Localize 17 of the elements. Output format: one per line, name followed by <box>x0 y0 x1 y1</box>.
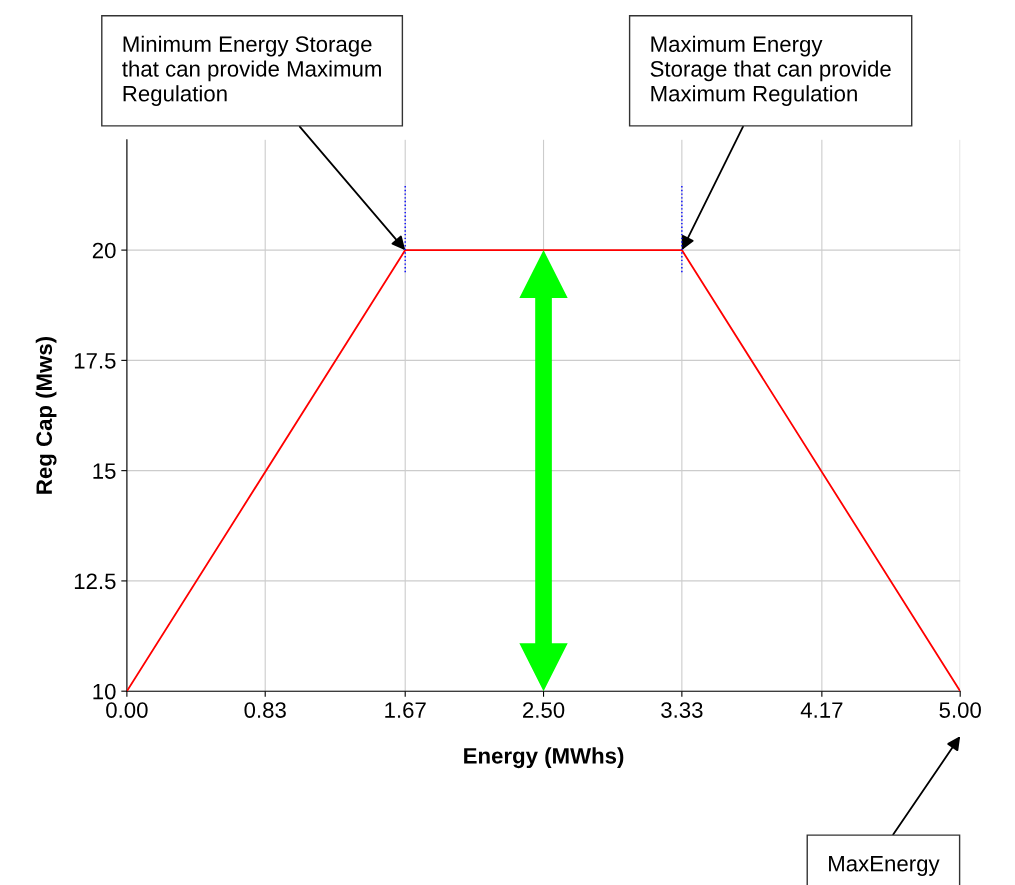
x-tick-label: 2.50 <box>523 702 565 718</box>
x-tick-label: 5.00 <box>939 702 981 718</box>
annotation: Maximum Energy Storage that can provide Maximum Regulation <box>650 35 891 106</box>
x-tick-label: 0.00 <box>106 702 148 718</box>
x-axis-title: Energy (MWhs) <box>464 747 624 769</box>
x-tick-label: 4.17 <box>800 702 843 718</box>
x-tick-label: 0.83 <box>244 702 286 718</box>
annotation: Minimum Energy Storage that can provide Maximum Regulation <box>122 35 381 106</box>
text: MaxEnergy <box>829 855 940 876</box>
y-tick-label: 17.5 <box>74 353 116 369</box>
y-axis-title: Reg Cap (Mws) <box>35 336 57 494</box>
y-tick-label: 12.5 <box>74 573 116 590</box>
y-tick-label: 15 <box>93 463 116 479</box>
y-tick-label: 20 <box>92 242 116 259</box>
x-tick-label: 1.67 <box>385 702 426 718</box>
x-tick-label: 3.33 <box>661 702 703 718</box>
y-tick-label: 10 <box>93 683 116 700</box>
